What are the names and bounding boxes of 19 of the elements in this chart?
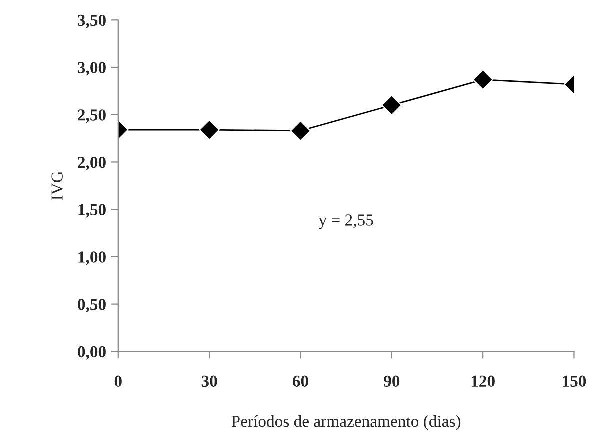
x-tick-label: 90 <box>384 376 400 388</box>
x-axis-title: Períodos de armazenamento (dias) <box>232 415 461 431</box>
x-tick-label: 120 <box>472 376 495 388</box>
x-tick-label: 0 <box>114 376 122 388</box>
annotation: y = 2,55 <box>318 214 374 230</box>
y-tick-label: 0,50 <box>78 299 106 313</box>
y-tick-label: 2,00 <box>78 156 106 171</box>
x-tick-label: 60 <box>292 376 308 388</box>
y-tick-label: 1,00 <box>78 252 106 266</box>
point <box>290 120 312 142</box>
x-tick-label: 30 <box>202 376 218 388</box>
point <box>382 95 402 116</box>
y-tick-label: 3,00 <box>78 62 106 76</box>
y-tick-label: 1,50 <box>78 204 106 218</box>
y-tick-label: 3,50 <box>78 14 106 29</box>
y-tick-label: 2,50 <box>78 110 106 124</box>
y-axis-title: IVG <box>52 172 64 200</box>
y-tick-label: 0,00 <box>78 346 106 360</box>
x-tick-label: 150 <box>563 376 586 388</box>
